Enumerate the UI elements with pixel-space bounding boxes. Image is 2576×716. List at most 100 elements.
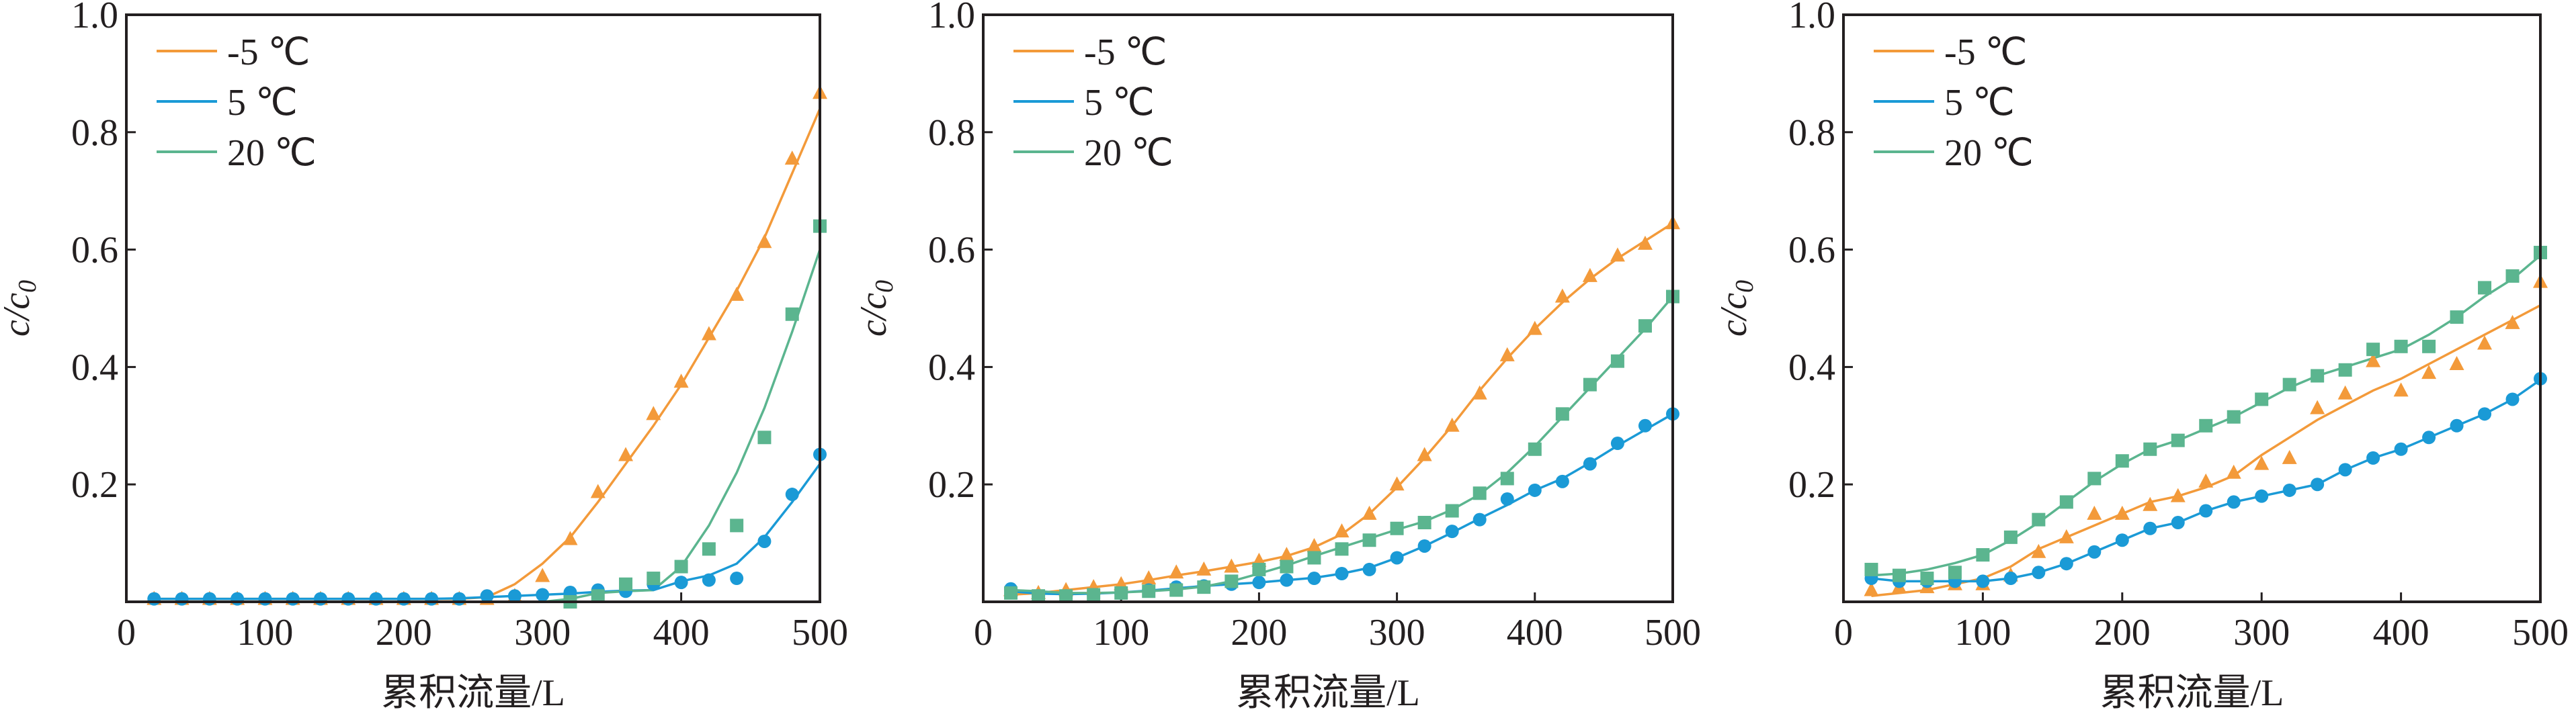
y-tick-label: 0.8 [928, 112, 975, 154]
data-point-square [1114, 586, 1128, 600]
data-point-circle [231, 592, 245, 606]
data-point-triangle [701, 326, 716, 341]
data-point-triangle [2337, 385, 2353, 400]
data-point-square [1583, 377, 1597, 392]
data-point-circle [202, 592, 216, 606]
data-point-square [1500, 472, 1514, 486]
data-point-square [2422, 339, 2436, 353]
data-point-square [1280, 560, 1294, 574]
fit-line-2 [1871, 254, 2542, 577]
fit-line-0 [1871, 304, 2541, 598]
data-point-circle [2087, 545, 2102, 559]
x-axis-label: 累积流量/L [2100, 672, 2284, 714]
x-axis-label: 累积流量/L [1236, 672, 1420, 714]
data-point-circle [286, 592, 300, 606]
x-tick-label: 0 [974, 612, 993, 654]
panel-3: 0 100 200 300 400 500 0.2 0.4 0.6 0.8 1.0 -5 ℃ 5 ℃ 20… [1713, 0, 2569, 714]
data-point-triangle [2449, 356, 2464, 371]
data-point-square [2087, 472, 2102, 486]
legend-label: -5 ℃ [1084, 32, 1167, 73]
data-point-triangle [2282, 449, 2297, 464]
data-point-circle [2171, 516, 2185, 530]
data-point-square [1087, 588, 1101, 602]
y-tick-label: 0.2 [928, 464, 975, 506]
data-point-circle [2311, 478, 2325, 492]
legend: -5 ℃ 5 ℃ 20 ℃ [1013, 32, 1173, 174]
data-point-square [1004, 586, 1018, 600]
data-point-square [1638, 319, 1652, 333]
legend-label: 5 ℃ [1944, 82, 2015, 124]
data-point-circle [674, 576, 688, 590]
data-point-circle [1610, 437, 1624, 451]
legend-label: 20 ℃ [1944, 132, 2034, 174]
data-point-triangle [1582, 267, 1597, 282]
data-point-triangle [1306, 537, 1322, 552]
x-tick-label: 300 [1369, 612, 1425, 654]
data-point-square [1610, 354, 1624, 368]
data-point-square [1197, 580, 1211, 594]
data-point-triangle [729, 286, 745, 301]
data-point-circle [1252, 576, 1266, 590]
data-point-square [785, 307, 799, 321]
data-point-circle [2059, 557, 2073, 571]
data-point-triangle [590, 484, 606, 498]
y-tick-label: 0.6 [71, 230, 118, 271]
y-tick-label: 0.4 [928, 347, 975, 388]
data-point-square [2282, 377, 2296, 392]
x-tick-label: 300 [2233, 612, 2290, 654]
data-point-triangle [1334, 523, 1349, 538]
data-point-square [1059, 589, 1073, 603]
data-point-square [1307, 551, 1321, 565]
data-point-circle [175, 592, 189, 606]
data-point-circle [2227, 495, 2241, 509]
data-point-triangle [618, 447, 634, 461]
data-point-square [1335, 542, 1349, 556]
data-point-circle [1500, 492, 1514, 506]
data-point-circle [2366, 451, 2380, 465]
x-tick-label: 100 [1093, 612, 1149, 654]
data-point-circle [2032, 566, 2046, 580]
data-point-square [2255, 392, 2269, 406]
data-point-triangle [1279, 547, 1294, 562]
plot-frame [982, 13, 1674, 603]
data-point-square [2505, 269, 2520, 283]
data-point-circle [1445, 525, 1459, 539]
y-axis-label: c/c0 [1713, 280, 1759, 337]
data-point-triangle [1417, 447, 1432, 461]
data-point-square [1362, 533, 1376, 547]
data-point-square [2115, 454, 2129, 468]
data-point-square [1892, 568, 1906, 582]
legend: -5 ℃ 5 ℃ 20 ℃ [1874, 32, 2034, 174]
x-tick-label: 400 [653, 612, 710, 654]
x-tick-label: 200 [1231, 612, 1287, 654]
data-point-triangle [1527, 320, 1542, 335]
data-point-triangle [1141, 570, 1157, 585]
data-point-square [1864, 562, 1878, 576]
data-point-triangle [1499, 347, 1515, 361]
data-point-triangle [2254, 455, 2270, 470]
data-point-circle [1555, 474, 1569, 488]
data-point-circle [1362, 562, 1376, 576]
data-point-circle [147, 592, 161, 606]
data-point-square [2227, 410, 2241, 424]
x-tick-label: 200 [376, 612, 432, 654]
data-point-circle [1976, 574, 1990, 588]
x-tick-label: 100 [1954, 612, 2011, 654]
fit-line-0 [1010, 222, 1673, 596]
x-tick-label: 200 [2094, 612, 2151, 654]
panel-2: 0 100 200 300 400 500 0.2 0.4 0.6 0.8 1.0 -5 ℃ 5 ℃ 20… [853, 0, 1701, 714]
data-point-square [1472, 486, 1487, 500]
data-point-triangle [1444, 417, 1460, 432]
y-tick-label: 0.8 [1788, 112, 1835, 154]
data-point-circle [2422, 431, 2436, 445]
legend-label: 5 ℃ [227, 82, 298, 124]
data-point-triangle [2059, 529, 2074, 543]
data-point-triangle [2226, 464, 2241, 479]
legend-label: -5 ℃ [227, 32, 310, 73]
data-point-square [2143, 442, 2157, 456]
data-point-square [1224, 574, 1239, 588]
y-axis-label: c/c0 [0, 280, 42, 337]
data-point-square [1555, 407, 1569, 421]
legend-label: 5 ℃ [1084, 82, 1155, 124]
y-axis-label: c/c0 [853, 280, 899, 337]
